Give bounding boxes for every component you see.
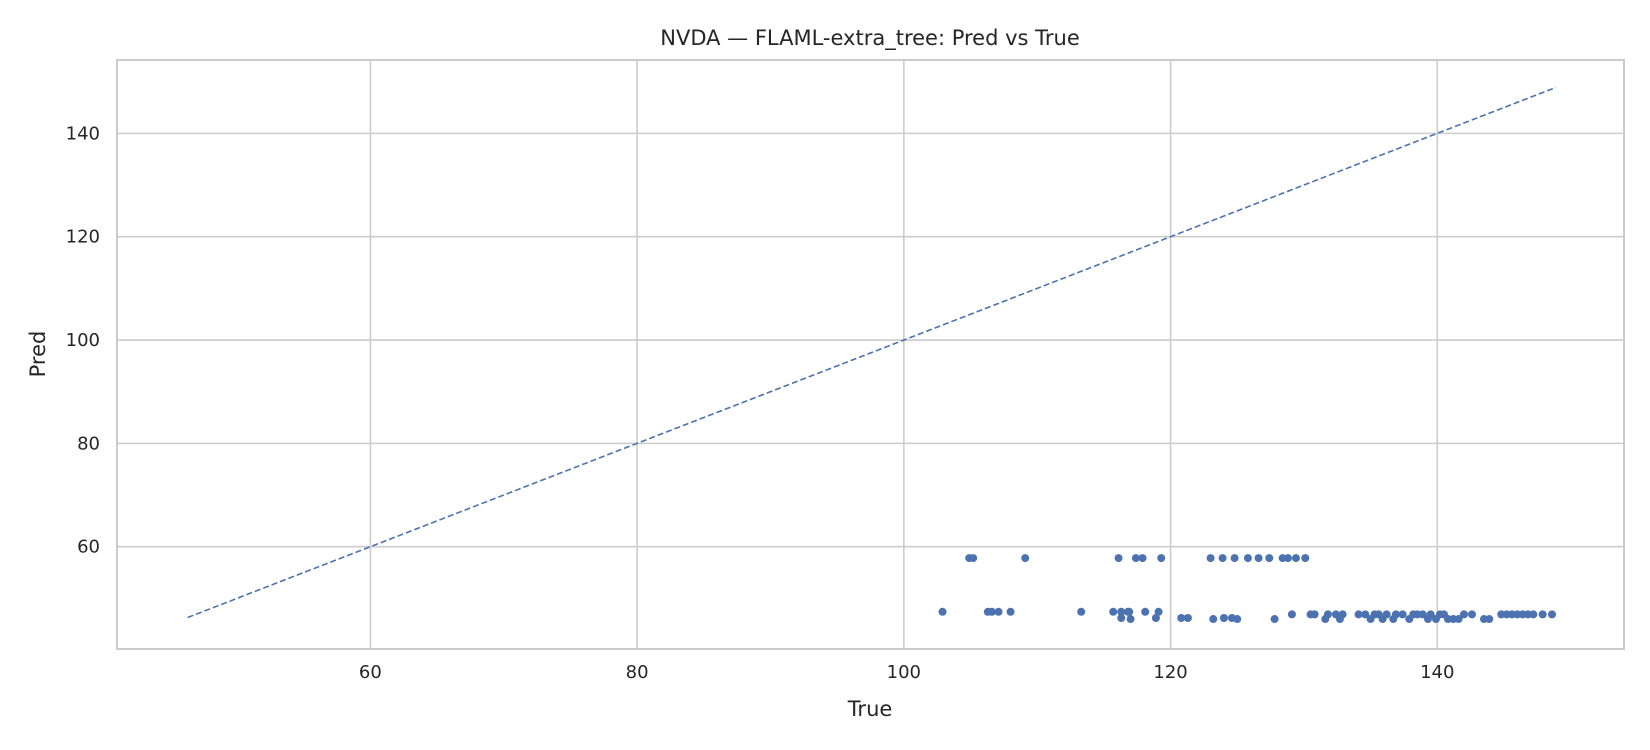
scatter-point bbox=[1529, 610, 1538, 619]
scatter-point bbox=[1114, 554, 1123, 563]
scatter-point bbox=[1547, 610, 1556, 619]
scatter-point bbox=[1467, 610, 1476, 619]
plot-frame bbox=[116, 59, 1625, 650]
scatter-point bbox=[1126, 615, 1135, 624]
scatter-point bbox=[1459, 610, 1468, 619]
scatter-point bbox=[1291, 554, 1300, 563]
scatter-point bbox=[1354, 610, 1363, 619]
y-tick-label: 120 bbox=[66, 227, 100, 248]
x-tick-label: 140 bbox=[1420, 662, 1454, 683]
scatter-point bbox=[1338, 610, 1347, 619]
scatter-point bbox=[1287, 610, 1296, 619]
x-tick-labels: 60 80 100 120 140 bbox=[359, 662, 1455, 683]
scatter-point bbox=[1426, 610, 1435, 619]
y-tick-label: 80 bbox=[77, 433, 100, 454]
scatter-point bbox=[1157, 554, 1166, 563]
x-tick-label: 120 bbox=[1153, 662, 1187, 683]
scatter-point bbox=[1154, 607, 1163, 616]
scatter-point bbox=[969, 554, 978, 563]
x-axis-label: True bbox=[847, 697, 893, 721]
chart-title: NVDA — FLAML-extra_tree: Pred vs True bbox=[660, 26, 1080, 51]
scatter-point bbox=[1183, 614, 1192, 622]
scatter-point bbox=[1219, 614, 1228, 622]
scatter-point bbox=[1117, 614, 1126, 622]
scatter-point bbox=[1454, 615, 1463, 624]
scatter-point bbox=[1230, 554, 1239, 563]
scatter-point bbox=[1538, 610, 1547, 619]
scatter-point bbox=[1109, 607, 1118, 616]
y-tick-label: 60 bbox=[77, 537, 100, 558]
scatter-point bbox=[1382, 610, 1391, 619]
scatter-point bbox=[1233, 615, 1242, 624]
scatter-point bbox=[1209, 615, 1218, 624]
scatter-point bbox=[1021, 554, 1030, 563]
scatter-point bbox=[1323, 610, 1332, 619]
scatter-point bbox=[1141, 607, 1150, 616]
scatter-point bbox=[1270, 615, 1279, 624]
scatter-point bbox=[1310, 610, 1319, 619]
scatter-point bbox=[1151, 614, 1160, 622]
scatter-point bbox=[1138, 554, 1147, 563]
scatter-point bbox=[1243, 554, 1252, 563]
scatter-point bbox=[1485, 615, 1494, 624]
y-axis-label: Pred bbox=[26, 331, 50, 378]
scatter-point bbox=[938, 607, 947, 616]
scatter-point bbox=[1254, 554, 1263, 563]
scatter-point bbox=[1131, 554, 1140, 563]
x-tick-label: 100 bbox=[887, 662, 921, 683]
reference-line-y-equals-x bbox=[187, 86, 1557, 619]
scatter-point bbox=[1218, 554, 1227, 563]
scatter-point bbox=[1117, 607, 1126, 616]
scatter-point bbox=[1077, 607, 1086, 616]
scatter-point bbox=[1283, 554, 1292, 563]
scatter-point bbox=[1125, 607, 1134, 616]
grid-lines bbox=[117, 60, 1624, 649]
y-tick-label: 100 bbox=[66, 330, 100, 351]
scatter-point bbox=[1361, 610, 1370, 619]
y-tick-labels: 60 80 100 120 140 bbox=[66, 123, 100, 557]
scatter-point bbox=[1265, 554, 1274, 563]
x-tick-label: 60 bbox=[359, 662, 382, 683]
x-tick-label: 80 bbox=[626, 662, 649, 683]
scatter-point bbox=[994, 607, 1003, 616]
scatter-point bbox=[987, 607, 996, 616]
scatter-point bbox=[1418, 610, 1427, 619]
scatter-points bbox=[938, 554, 1556, 624]
scatter-point bbox=[1006, 607, 1015, 616]
scatter-point bbox=[1398, 610, 1407, 619]
y-tick-label: 140 bbox=[66, 123, 100, 144]
scatter-point bbox=[1301, 554, 1310, 563]
scatter-point bbox=[1206, 554, 1215, 563]
scatter-point bbox=[1177, 614, 1186, 622]
scatter-point bbox=[1391, 610, 1400, 619]
